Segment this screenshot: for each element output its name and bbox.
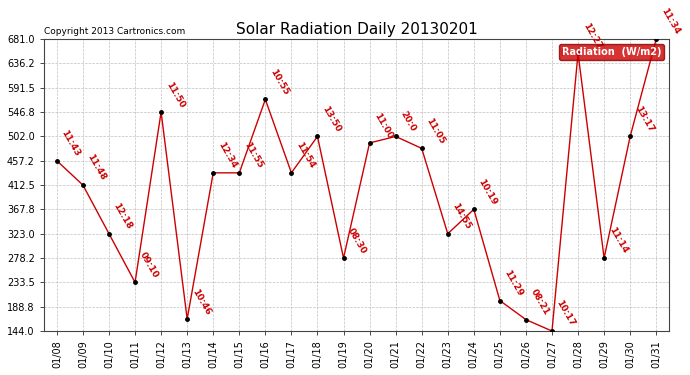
Text: 14:55: 14:55 <box>451 201 473 231</box>
Text: 08:30: 08:30 <box>346 226 368 255</box>
Text: 10:55: 10:55 <box>268 68 290 97</box>
Text: 10:17: 10:17 <box>555 299 577 328</box>
Legend: Radiation  (W/m2): Radiation (W/m2) <box>559 44 664 60</box>
Text: 11:34: 11:34 <box>659 7 681 36</box>
Text: 20:0: 20:0 <box>398 110 417 134</box>
Text: 13:17: 13:17 <box>633 104 655 134</box>
Text: 11:00: 11:00 <box>373 111 395 140</box>
Text: 11:29: 11:29 <box>502 268 525 298</box>
Text: Copyright 2013 Cartronics.com: Copyright 2013 Cartronics.com <box>44 27 185 36</box>
Text: 11:50: 11:50 <box>164 80 186 109</box>
Title: Solar Radiation Daily 20130201: Solar Radiation Daily 20130201 <box>236 22 477 37</box>
Text: 12:27: 12:27 <box>581 21 603 51</box>
Text: 10:19: 10:19 <box>477 177 499 207</box>
Text: 11:55: 11:55 <box>242 141 264 170</box>
Text: 12:18: 12:18 <box>112 202 134 231</box>
Text: 13:50: 13:50 <box>320 105 342 134</box>
Text: 12:34: 12:34 <box>216 141 238 170</box>
Text: 11:54: 11:54 <box>294 141 316 170</box>
Text: 11:43: 11:43 <box>59 129 82 158</box>
Text: 11:48: 11:48 <box>86 153 108 182</box>
Text: 10:46: 10:46 <box>190 287 212 316</box>
Text: 08:21: 08:21 <box>529 288 551 317</box>
Text: 09:10: 09:10 <box>138 251 160 280</box>
Text: 11:05: 11:05 <box>424 116 446 146</box>
Text: 11:14: 11:14 <box>607 226 629 255</box>
